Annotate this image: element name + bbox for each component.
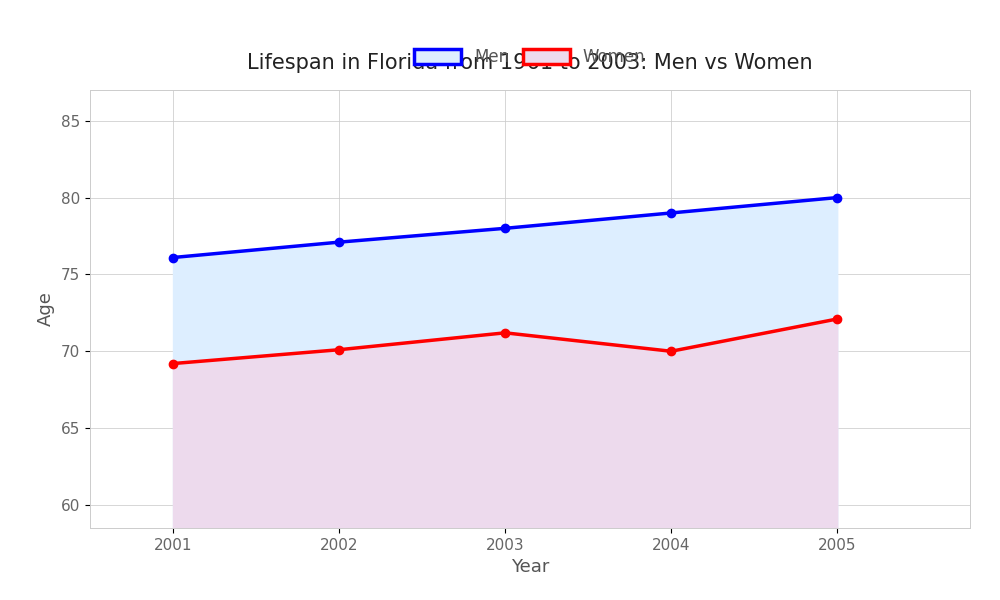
Title: Lifespan in Florida from 1961 to 2003: Men vs Women: Lifespan in Florida from 1961 to 2003: M… xyxy=(247,53,813,73)
Legend: Men, Women: Men, Women xyxy=(408,41,652,73)
Y-axis label: Age: Age xyxy=(37,292,55,326)
X-axis label: Year: Year xyxy=(511,558,549,576)
